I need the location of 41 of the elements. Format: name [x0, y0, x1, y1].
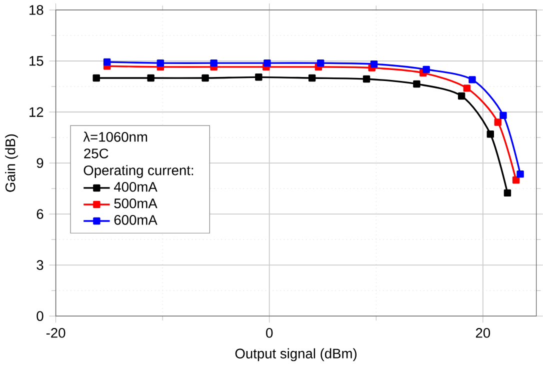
y-axis-title: Gain (dB) — [5, 134, 18, 192]
y-tick-label: 15 — [30, 56, 44, 66]
point — [413, 80, 420, 88]
legend-title: Operating current: — [84, 164, 194, 178]
x-tick-label: 20 — [476, 328, 490, 338]
y-tick-label: 6 — [36, 209, 44, 219]
point — [370, 60, 378, 68]
point — [463, 84, 470, 92]
point — [468, 76, 476, 84]
annotation: λ=1060nm — [83, 132, 148, 142]
x-tick-label: -20 — [46, 328, 66, 338]
point — [486, 130, 494, 138]
y-tick-label: 0 — [36, 311, 44, 321]
point — [210, 59, 218, 67]
point — [458, 92, 466, 100]
point — [92, 74, 100, 82]
point — [516, 170, 524, 178]
point — [494, 118, 502, 126]
point — [202, 74, 209, 82]
annotation: 25C — [84, 148, 108, 158]
y-tick-label: 3 — [36, 260, 44, 270]
point — [308, 74, 316, 82]
point — [504, 189, 512, 196]
y-tick-label: 18 — [30, 4, 44, 15]
legend-label: 400mA — [114, 182, 158, 192]
point — [512, 176, 520, 184]
point — [317, 59, 324, 67]
point — [156, 59, 164, 67]
point — [147, 74, 154, 82]
point — [500, 112, 507, 119]
point — [422, 66, 430, 73]
y-tick-label: 12 — [30, 107, 44, 117]
y-tick-label: 9 — [36, 158, 44, 168]
x-tick-label: 0 — [266, 328, 273, 338]
point — [103, 58, 111, 66]
point — [255, 73, 262, 81]
point — [362, 75, 370, 82]
point — [264, 59, 271, 67]
x-axis-title: Output signal (dBm) — [235, 348, 357, 362]
legend-label: 500mA — [114, 198, 158, 208]
legend-label: 600mA — [114, 214, 158, 225]
